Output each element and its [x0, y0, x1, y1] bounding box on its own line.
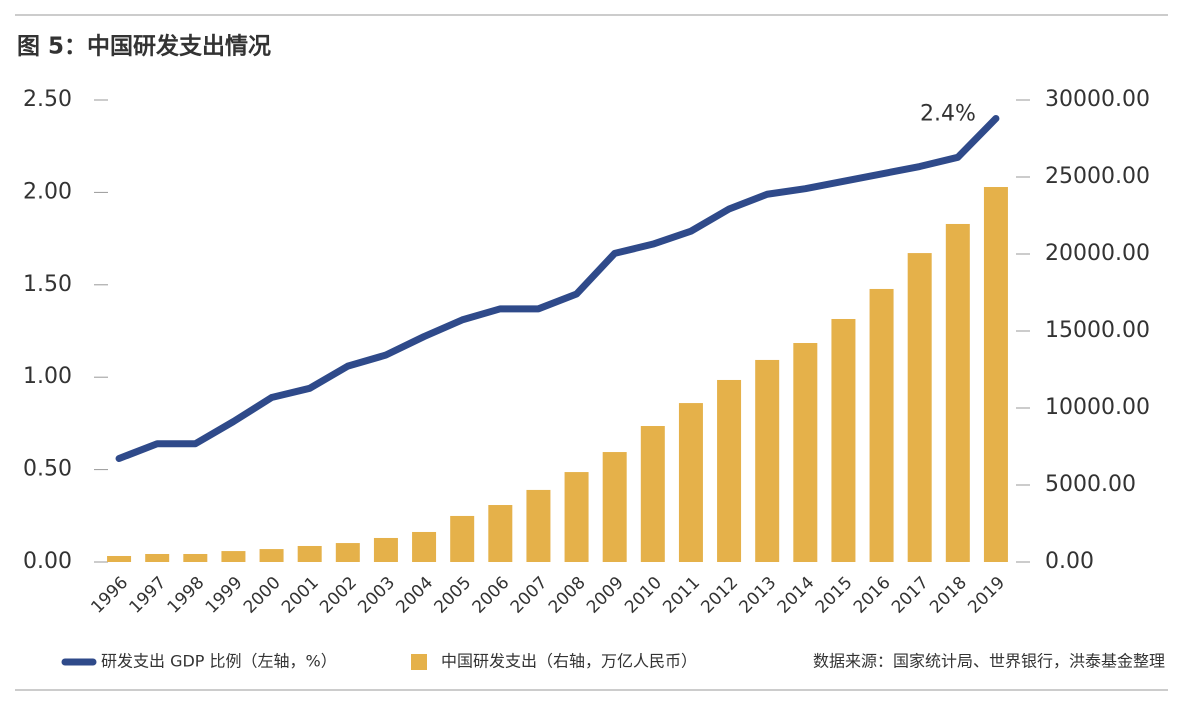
bar — [793, 343, 818, 562]
annotation: 2.4% — [920, 101, 976, 126]
x-tick-label: 2010 — [621, 573, 666, 618]
x-tick-label: 2004 — [392, 573, 437, 618]
bar — [983, 187, 1008, 562]
bar — [755, 359, 780, 562]
y2-tick-label: 0.00 — [1045, 549, 1094, 574]
x-tick-label: 2011 — [659, 573, 704, 618]
bar — [907, 253, 932, 563]
y2-tick-label: 20000.00 — [1045, 241, 1150, 266]
y-tick-label: 0.50 — [23, 457, 72, 482]
x-tick-label: 1997 — [126, 573, 171, 618]
bar — [221, 551, 246, 562]
y2-tick-label: 10000.00 — [1045, 395, 1150, 420]
x-tick-label: 2019 — [964, 573, 1009, 618]
bar — [412, 531, 437, 562]
x-tick-label: 2006 — [469, 573, 514, 618]
x-tick-label: 2001 — [278, 573, 323, 618]
bar — [869, 288, 894, 562]
x-tick-label: 2014 — [774, 573, 819, 618]
x-tick-label: 2013 — [736, 573, 781, 618]
line — [115, 114, 1000, 463]
y2-tick-label: 5000.00 — [1045, 472, 1136, 497]
x-tick-label: 1999 — [202, 573, 247, 618]
bar — [678, 403, 703, 562]
legend-swatch — [411, 654, 427, 670]
chart-title: 图 5：中国研发支出情况 — [17, 33, 271, 60]
y2-tick-label: 15000.00 — [1045, 318, 1150, 343]
y2-tick-label: 25000.00 — [1045, 164, 1150, 189]
bar — [488, 505, 513, 562]
x-tick-label: 2017 — [888, 573, 933, 618]
x-tick-label: 2016 — [850, 573, 895, 618]
x-tick-label: 2018 — [926, 573, 971, 618]
legend-label: 中国研发支出（右轴，万亿人民币） — [441, 652, 697, 671]
y-tick-label: 2.00 — [23, 179, 72, 204]
bar — [717, 379, 742, 562]
y-tick-label: 0.00 — [23, 549, 72, 574]
x-tick-label: 2009 — [583, 573, 628, 618]
x-tick-label: 1996 — [87, 573, 132, 618]
bar — [107, 555, 132, 562]
bar — [373, 537, 398, 562]
bar — [831, 318, 856, 562]
x-tick-label: 2012 — [697, 573, 742, 618]
x-tick-label: 2002 — [316, 573, 361, 618]
y2-tick-label: 30000.00 — [1045, 87, 1150, 112]
y-tick-label: 2.50 — [23, 87, 72, 112]
bar — [945, 223, 970, 562]
x-tick-label: 2005 — [431, 573, 476, 618]
x-tick-label: 2003 — [354, 573, 399, 618]
bar — [183, 553, 208, 562]
legend-label: 研发支出 GDP 比例（左轴，%） — [101, 652, 337, 671]
y-tick-label: 1.00 — [23, 364, 72, 389]
x-tick-label: 2000 — [240, 573, 285, 618]
bar — [297, 545, 322, 562]
y-tick-label: 1.50 — [23, 272, 72, 297]
x-tick-label: 2015 — [812, 573, 857, 618]
bar — [259, 549, 284, 562]
bar — [640, 426, 665, 562]
bar — [450, 515, 475, 562]
bar — [145, 553, 170, 562]
source: 数据来源：国家统计局、世界银行，洪泰基金整理 — [813, 652, 1165, 671]
x-tick-label: 1998 — [164, 573, 209, 618]
x-tick-label: 2008 — [545, 573, 590, 618]
bar — [335, 543, 360, 562]
x-tick-label: 2007 — [507, 573, 552, 618]
bar — [564, 472, 589, 562]
bar — [602, 452, 627, 562]
bar — [526, 489, 551, 562]
